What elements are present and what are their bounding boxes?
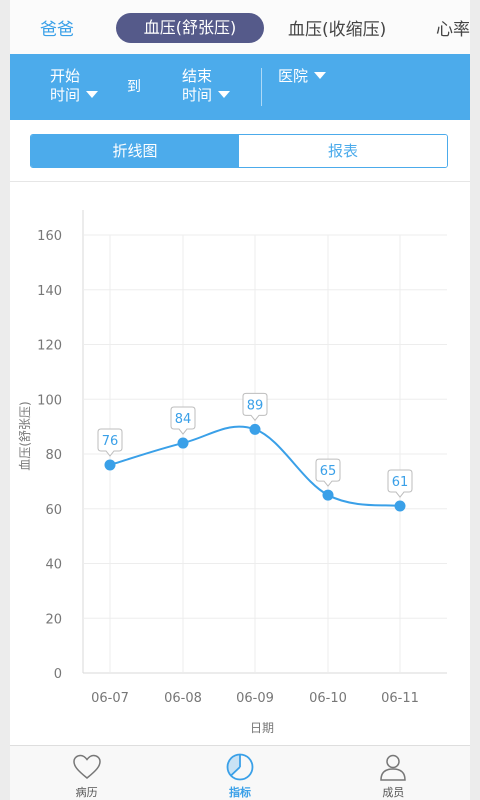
app-screen: 爸爸 血压(舒张压) 血压(收缩压) 心率 开始 时间 到 结束 时间 医院 折… <box>10 0 470 800</box>
view-toggle: 折线图 报表 <box>30 134 448 168</box>
x-tick-label: 06-07 <box>91 691 129 706</box>
data-label: 76 <box>102 434 119 449</box>
data-point <box>394 500 406 512</box>
y-tick-label: 20 <box>45 612 62 627</box>
line-chart: 0 20 40 60 80 100 120 140 160 06-07 06-08 06-09 06-1… <box>10 190 470 745</box>
start-time-filter[interactable]: 开始 时间 <box>50 67 99 105</box>
start-time-label-1: 开始 <box>50 67 81 85</box>
data-label: 84 <box>175 412 192 427</box>
tab-line-chart[interactable]: 折线图 <box>31 135 239 167</box>
top-tab-bar: 爸爸 血压(舒张压) 血压(收缩压) 心率 <box>10 0 470 54</box>
tab-diastolic-bp[interactable]: 血压(舒张压) <box>116 13 264 43</box>
x-tick-label: 06-09 <box>236 691 274 706</box>
end-time-label-1: 结束 <box>182 67 213 85</box>
tab-heart-rate[interactable]: 心率 <box>436 20 470 40</box>
start-time-label-2: 时间 <box>50 86 81 104</box>
y-tick-label: 60 <box>45 503 62 518</box>
nav-label-members: 成员 <box>382 786 405 799</box>
hospital-filter[interactable]: 医院 <box>278 67 327 86</box>
frame-edge-left <box>0 0 10 800</box>
y-axis-title: 血压(舒张压) <box>18 401 32 470</box>
y-tick-label: 0 <box>54 667 62 682</box>
end-time-label-2: 时间 <box>182 86 213 104</box>
heart-icon <box>72 754 101 779</box>
filter-bar: 开始 时间 到 结束 时间 医院 <box>10 54 470 120</box>
data-point <box>322 489 334 501</box>
data-label: 61 <box>392 475 409 490</box>
x-tick-label: 06-10 <box>309 691 347 706</box>
y-tick-label: 160 <box>37 229 62 244</box>
nav-members[interactable]: 成员 <box>317 746 470 800</box>
nav-indicators[interactable]: 指标 <box>163 746 316 800</box>
to-label: 到 <box>127 79 141 95</box>
nav-label-records: 病历 <box>75 786 98 799</box>
y-tick-label: 80 <box>45 448 62 463</box>
caret-down-icon <box>218 91 231 98</box>
data-label-callout <box>315 458 341 487</box>
data-point <box>177 437 189 449</box>
pie-chart-icon <box>226 753 254 781</box>
section-divider <box>10 181 470 182</box>
y-tick-label: 120 <box>37 339 62 354</box>
bottom-nav: 病历 指标 成员 <box>10 745 470 800</box>
tab-report[interactable]: 报表 <box>239 135 447 167</box>
data-point <box>249 423 261 435</box>
nav-medical-records[interactable]: 病历 <box>10 746 163 800</box>
y-tick-label: 40 <box>45 558 62 573</box>
data-label-callout <box>242 392 268 422</box>
line-chart-svg: 0 20 40 60 80 100 120 140 160 06-07 06-08 06-09 06-1… <box>18 210 447 735</box>
hospital-label: 医院 <box>278 67 309 85</box>
x-tick-label: 06-11 <box>381 691 419 706</box>
end-time-filter[interactable]: 结束 时间 <box>182 67 231 105</box>
nav-label-indicators: 指标 <box>228 786 251 799</box>
filter-divider <box>261 68 262 106</box>
caret-down-icon <box>314 72 327 79</box>
x-tick-label: 06-08 <box>164 691 202 706</box>
data-label-callout <box>170 406 196 435</box>
y-tick-label: 100 <box>37 393 62 408</box>
data-label-callout <box>387 469 413 498</box>
frame-edge-right <box>470 0 480 800</box>
caret-down-icon <box>86 91 99 98</box>
tab-systolic-bp[interactable]: 血压(收缩压) <box>288 20 387 40</box>
person-icon <box>380 754 407 781</box>
family-member-selector[interactable]: 爸爸 <box>40 20 74 40</box>
data-label: 65 <box>320 464 337 479</box>
data-point <box>104 459 116 471</box>
data-label-callout <box>97 428 123 457</box>
y-tick-label: 140 <box>37 284 62 299</box>
x-axis-title: 日期 <box>250 721 274 735</box>
data-label: 89 <box>247 398 264 413</box>
